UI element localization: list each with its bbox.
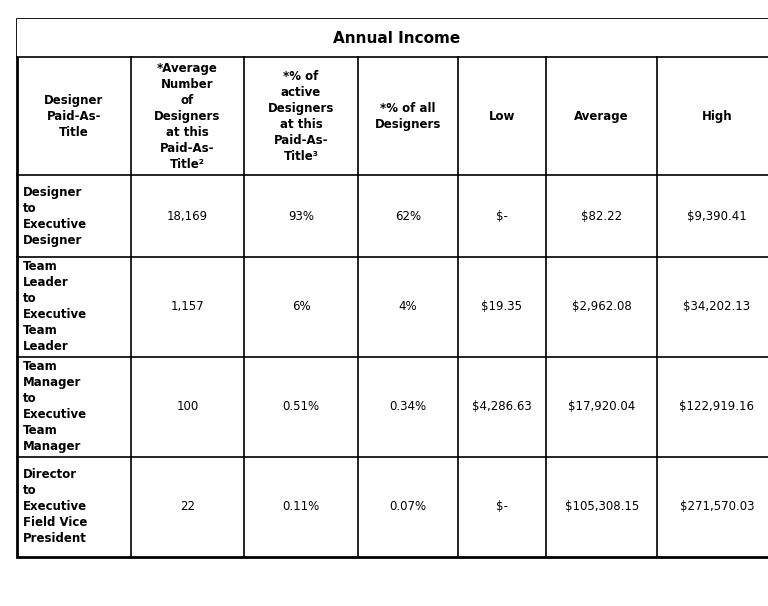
Text: Team
Manager
to
Executive
Team
Manager: Team Manager to Executive Team Manager [23,361,87,453]
Bar [17,19,768,557]
Text: $-: $- [496,501,508,513]
Text: 0.11%: 0.11% [283,501,319,513]
Text: 6%: 6% [292,301,310,313]
Text: Average: Average [574,110,629,122]
Text: Designer
Paid-As-
Title: Designer Paid-As- Title [44,93,104,139]
Text: 0.34%: 0.34% [389,401,426,413]
Text: $-: $- [496,210,508,222]
Text: $9,390.41: $9,390.41 [687,210,746,222]
Text: $4,286.63: $4,286.63 [472,401,531,413]
Text: 18,169: 18,169 [167,210,208,222]
Text: Director
to
Executive
Field Vice
President: Director to Executive Field Vice Preside… [23,468,88,545]
Text: Annual Income: Annual Income [333,31,460,45]
Text: *Average
Number
of
Designers
at this
Paid-As-
Title²: *Average Number of Designers at this Pai… [154,62,220,170]
Text: $82.22: $82.22 [581,210,622,222]
Text: Designer
to
Executive
Designer: Designer to Executive Designer [23,185,87,247]
Text: $34,202.13: $34,202.13 [684,301,750,313]
Text: $2,962.08: $2,962.08 [572,301,631,313]
Bar [17,19,768,57]
Text: 62%: 62% [395,210,421,222]
Text: 22: 22 [180,501,195,513]
Text: $19.35: $19.35 [482,301,522,313]
Text: 4%: 4% [399,301,417,313]
Text: $271,570.03: $271,570.03 [680,501,754,513]
Text: 1,157: 1,157 [170,301,204,313]
Text: 93%: 93% [288,210,314,222]
Text: 0.51%: 0.51% [283,401,319,413]
Text: Team
Leader
to
Executive
Team
Leader: Team Leader to Executive Team Leader [23,261,87,353]
Text: 100: 100 [177,401,198,413]
Text: Low: Low [488,110,515,122]
Text: High: High [702,110,732,122]
Text: $122,919.16: $122,919.16 [680,401,754,413]
Text: $105,308.15: $105,308.15 [564,501,639,513]
Text: $17,920.04: $17,920.04 [568,401,635,413]
Text: *% of all
Designers: *% of all Designers [375,102,441,130]
Text: *% of
active
Designers
at this
Paid-As-
Title³: *% of active Designers at this Paid-As- … [268,70,334,162]
Text: 0.07%: 0.07% [389,501,426,513]
